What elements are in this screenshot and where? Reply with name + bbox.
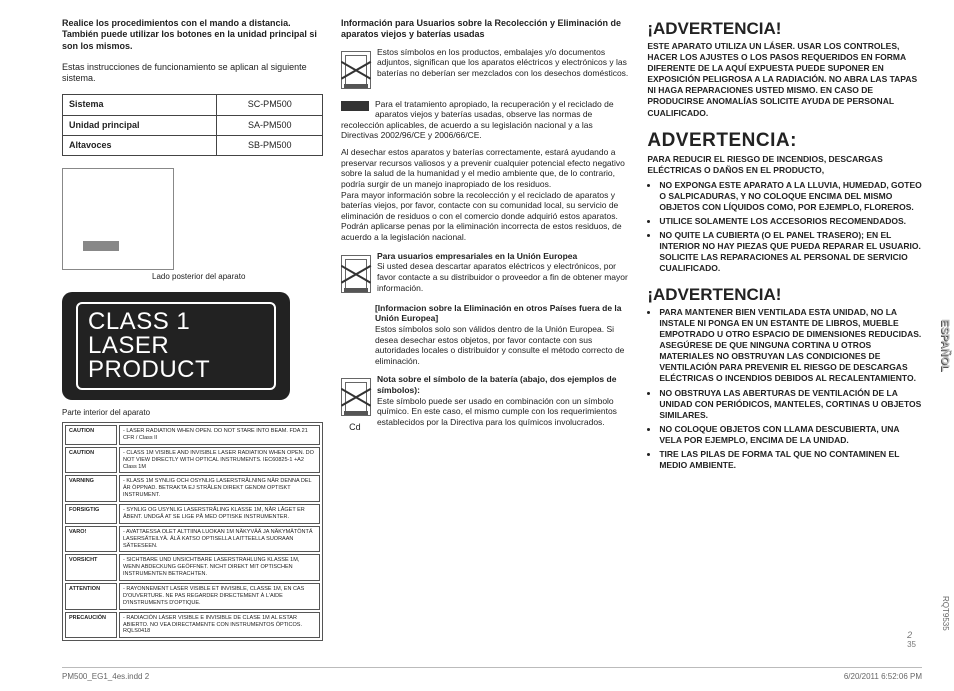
intro-bold: Realice los procedimientos con el mando …: [62, 18, 323, 52]
warning2-list: NO EXPONGA ESTE APARATO A LA LLUVIA, HUM…: [647, 180, 922, 274]
recycling-title: Información para Usuarios sobre la Recol…: [341, 18, 629, 41]
p2: Para el tratamiento apropiado, la recupe…: [341, 99, 629, 142]
cell: Sistema: [63, 95, 217, 115]
h3: [Informacion sobre la Eliminación en otr…: [375, 303, 629, 324]
list-item: UTILICE SOLAMENTE LOS ACCESORIOS RECOMEN…: [659, 216, 922, 227]
p4: Para mayor información sobre la recolecc…: [341, 190, 629, 222]
cell: SB-PM500: [217, 135, 322, 155]
warning2-sub: PARA REDUCIR EL RIESGO DE INCENDIOS, DES…: [647, 154, 922, 175]
list-item: PARA MANTENER BIEN VENTILADA ESTA UNIDAD…: [659, 307, 922, 384]
list-item: NO COLOQUE OBJETOS CON LLAMA DESCUBIERTA…: [659, 424, 922, 446]
cell: Altavoces: [63, 135, 217, 155]
h4: Nota sobre el símbolo de la batería (aba…: [341, 374, 629, 395]
cell: SA-PM500: [217, 115, 322, 135]
list-item: NO EXPONGA ESTE APARATO A LA LLUVIA, HUM…: [659, 180, 922, 213]
p6: Si usted desea descartar aparatos eléctr…: [341, 261, 629, 293]
laser-badge: CLASS 1 LASER PRODUCT: [62, 292, 290, 400]
bin-icon: [341, 255, 371, 293]
rear-label: Lado posterior del aparato: [152, 272, 323, 282]
footer-right: 6/20/2011 6:52:06 PM: [844, 672, 922, 681]
list-item: NO QUITE LA CUBIERTA (O EL PANEL TRASERO…: [659, 230, 922, 274]
intro-text: Estas instrucciones de funcionamiento se…: [62, 62, 323, 85]
caution-table: CAUTION- LASER RADIATION WHEN OPEN. DO N…: [62, 422, 323, 641]
laser-line1: CLASS 1: [88, 308, 190, 335]
page-number: 2 35: [907, 630, 916, 649]
footer-left: PM500_EG1_4es.indd 2: [62, 672, 149, 681]
p3: Al desechar estos aparatos y baterías co…: [341, 147, 629, 190]
footer: PM500_EG1_4es.indd 2 6/20/2011 6:52:06 P…: [62, 667, 922, 681]
list-item: TIRE LAS PILAS DE FORMA TAL QUE NO CONTA…: [659, 449, 922, 471]
device-illustration: [62, 168, 174, 270]
h2: Para usuarios empresariales en la Unión …: [341, 251, 629, 262]
warning3-heading: ¡ADVERTENCIA!: [647, 284, 922, 305]
list-item: NO OBSTRUYA LAS ABERTURAS DE VENTILACIÓN…: [659, 388, 922, 421]
cell: SC-PM500: [217, 95, 322, 115]
bin-icon: [341, 378, 371, 416]
warning3-list: PARA MANTENER BIEN VENTILADA ESTA UNIDAD…: [647, 307, 922, 471]
warning2-heading: ADVERTENCIA:: [647, 129, 922, 153]
system-table: SistemaSC-PM500 Unidad principalSA-PM500…: [62, 94, 323, 156]
p1: Estos símbolos en los productos, embalaj…: [341, 47, 629, 79]
language-tab: ESPAÑOL ESPAÑOL: [938, 320, 950, 372]
doc-code: RQT9535: [941, 596, 950, 631]
cd-label: Cd: [341, 422, 369, 433]
cell: Unidad principal: [63, 115, 217, 135]
black-bar-icon: [341, 101, 369, 111]
p8: Este símbolo puede ser usado en combinac…: [341, 396, 629, 428]
warning1-text: ESTE APARATO UTILIZA UN LÁSER. USAR LOS …: [647, 41, 922, 118]
interior-label: Parte interior del aparato: [62, 408, 323, 418]
warning1-heading: ¡ADVERTENCIA!: [647, 18, 922, 39]
p5: Podrán aplicarse penas por la eliminació…: [341, 221, 629, 242]
bin-icon: [341, 51, 371, 89]
laser-line2: LASER PRODUCT: [88, 332, 210, 383]
p7: Estos símbolos solo son válidos dentro d…: [375, 324, 629, 367]
